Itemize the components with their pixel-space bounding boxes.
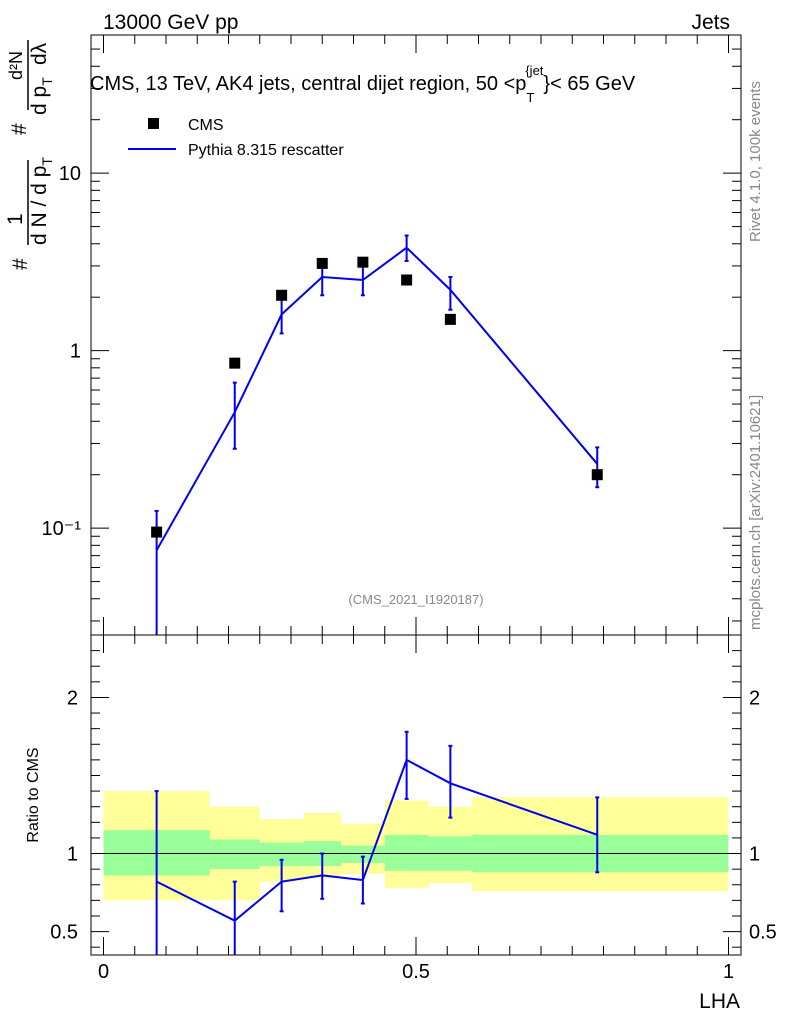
cms-data-point [316,257,328,269]
main-ytick-label: 1 [70,341,81,363]
cms-data-point [401,274,413,286]
chart-title: CMS, 13 TeV, AK4 jets, central dijet reg… [90,63,636,105]
x-axis-label: LHA [699,990,740,1013]
title-sup: {jet [525,63,543,78]
cms-data-point [229,357,241,369]
cms-data-point [444,313,456,325]
main-ytick-label: 10 [59,163,81,185]
ylabel-d2n: d²N [6,51,26,80]
ylabel-dpt: d pT [28,77,55,115]
title-sub: T [526,90,534,105]
ratio-xtick-label: 0 [98,961,109,983]
ylabel-dn-sub: T [39,157,55,166]
ratio-band-inner [384,834,429,871]
ylabel-dpt-text: d p [28,86,51,115]
title-pre: CMS, 13 TeV, AK4 jets, central dijet reg… [90,73,526,95]
ratio-ytick-label-left: 1 [67,844,78,866]
ylabel-hash-1: # [9,258,32,270]
rivet-label: Rivet 4.1.0, 100k events [747,81,764,242]
main-ylabel: # 1 d N / d pT # d²N d pT dλ [4,40,55,270]
ylabel-dn: d N / d pT [28,157,55,245]
ratio-bands [91,791,741,901]
ratio-ytick-label-right: 1 [749,844,760,866]
header-right: Jets [691,11,730,34]
ratio-mc-line [156,758,598,922]
cms-data-point [276,289,288,301]
cms-data-point [591,469,603,481]
ylabel-one: 1 [4,213,27,225]
main-marks [151,234,603,635]
ratio-band-inner [209,839,260,870]
ratio-xtick-label: 0.5 [402,961,430,983]
ratio-ylabel: Ratio to CMS [25,747,42,842]
ratio-ytick-label-right: 0.5 [749,922,777,944]
watermark: (CMS_2021_I1920187) [348,592,483,607]
cms-data-point [151,526,163,538]
title-post: }< 65 GeV [543,73,635,95]
ylabel-dl: dλ [28,42,51,65]
ylabel-dn-text: d N / d p [28,166,51,245]
cms-data-point [357,256,369,268]
mcplots-label: mcplots.cern.ch [arXiv:2401.10621] [747,395,764,630]
mc-line [155,246,599,551]
ratio-xtick-label: 1 [723,961,734,983]
ratio-band-inner [259,842,304,867]
ratio-ytick-label-left: 0.5 [50,922,78,944]
ratio-frame [90,634,742,956]
ylabel-dpt-sub: T [39,77,55,86]
legend-data-label: CMS [188,117,224,134]
ratio-ytick-label-left: 2 [67,687,78,709]
ratio-ticks: 0.5 0.5 1 1 2 2 0 0.5 1 [50,634,777,983]
header-left: 13000 GeV pp [103,11,238,34]
main-ticks: 10⁻¹ 1 10 [42,34,741,635]
main-panel: 10⁻¹ 1 10 CMS, 13 TeV, AK4 jets, central d… [4,34,742,636]
legend-mc-label: Pythia 8.315 rescatter [188,142,344,159]
main-ytick-label: 10⁻¹ [42,518,82,540]
ratio-marks [154,730,600,955]
legend-data-marker [148,118,159,129]
legend: CMS Pythia 8.315 rescatter [128,117,344,159]
ylabel-hash-2: # [8,123,31,135]
ratio-ytick-label-right: 2 [749,687,760,709]
ratio-panel: 0.5 0.5 1 1 2 2 0 0.5 1 Ratio to CMS [25,634,777,983]
